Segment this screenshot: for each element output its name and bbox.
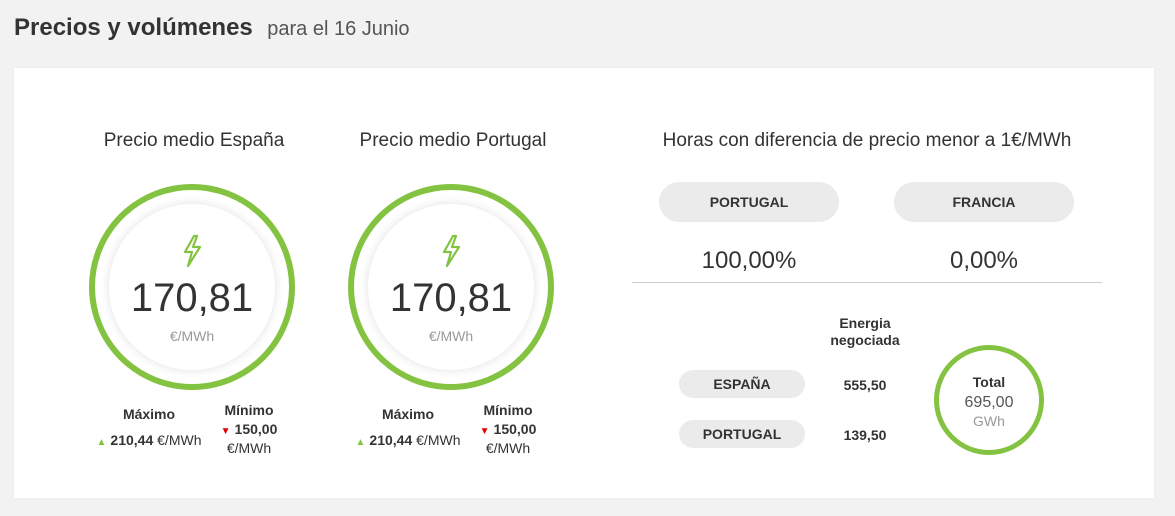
portugal-min: Mínimo ▼ 150,00 €/MWh xyxy=(473,402,543,456)
page-header: Precios y volúmenes para el 16 Junio xyxy=(14,14,410,42)
total-ring: Total 695,00 GWh xyxy=(934,345,1044,455)
lightning-bolt-icon xyxy=(183,234,202,268)
triangle-down-icon: ▼ xyxy=(479,426,490,437)
spain-max-value: 210,44 xyxy=(110,432,154,448)
spain-price-title: Precio medio España xyxy=(103,130,285,151)
spain-max: Máximo ▲ 210,44 €/MWh xyxy=(74,406,224,451)
portugal-price-value: 170,81 xyxy=(389,276,513,320)
energy-value-portugal: 139,50 xyxy=(843,427,887,443)
prices-card: Precio medio España 170,81 €/MWh Máximo … xyxy=(14,68,1154,498)
triangle-up-icon: ▲ xyxy=(355,437,366,448)
energy-header: Energia negociada xyxy=(830,315,900,348)
energy-value-espana: 555,50 xyxy=(843,377,887,393)
portugal-price-unit: €/MWh xyxy=(428,328,474,344)
lightning-bolt-icon xyxy=(442,234,461,268)
portugal-max-value: 210,44 xyxy=(369,432,413,448)
spain-max-unit: €/MWh xyxy=(157,432,202,448)
spain-max-line: ▲ 210,44 €/MWh xyxy=(74,432,224,451)
spain-min-line: ▼ 150,00 xyxy=(214,421,284,440)
portugal-price-ring-inner: 170,81 €/MWh xyxy=(368,204,534,370)
page-title: Precios y volúmenes xyxy=(14,14,253,41)
spain-price-ring: 170,81 €/MWh xyxy=(89,184,295,390)
portugal-max-line: ▲ 210,44 €/MWh xyxy=(333,432,483,451)
portugal-min-label: Mínimo xyxy=(483,402,533,418)
page-subtitle: para el 16 Junio xyxy=(267,18,410,40)
divider xyxy=(632,282,1102,283)
spain-max-label: Máximo xyxy=(122,406,176,422)
portugal-max-label: Máximo xyxy=(381,406,435,422)
total-value: 695,00 xyxy=(964,394,1014,411)
francia-percentage: 0,00% xyxy=(949,247,1019,274)
spain-min: Mínimo ▼ 150,00 €/MWh xyxy=(214,402,284,456)
spain-price-value: 170,81 xyxy=(130,276,254,320)
portugal-percentage: 100,00% xyxy=(701,247,797,274)
portugal-min-unit: €/MWh xyxy=(485,440,531,456)
portugal-price-title: Precio medio Portugal xyxy=(359,130,547,151)
pill-francia: FRANCIA xyxy=(894,182,1074,222)
pill-portugal: PORTUGAL xyxy=(659,182,839,222)
pill-portugal-energy: PORTUGAL xyxy=(679,420,805,448)
price-diff-title: Horas con diferencia de precio menor a 1… xyxy=(662,130,1072,151)
portugal-min-line: ▼ 150,00 xyxy=(473,421,543,440)
portugal-price-ring: 170,81 €/MWh xyxy=(348,184,554,390)
total-unit: GWh xyxy=(973,413,1005,429)
pill-espana: ESPAÑA xyxy=(679,370,805,398)
spain-min-unit: €/MWh xyxy=(226,440,272,456)
portugal-max-unit: €/MWh xyxy=(416,432,461,448)
total-label: Total xyxy=(972,374,1006,390)
spain-price-unit: €/MWh xyxy=(169,328,215,344)
triangle-down-icon: ▼ xyxy=(220,426,231,437)
portugal-max: Máximo ▲ 210,44 €/MWh xyxy=(333,406,483,451)
spain-min-label: Mínimo xyxy=(224,402,274,418)
triangle-up-icon: ▲ xyxy=(96,437,107,448)
spain-price-ring-inner: 170,81 €/MWh xyxy=(109,204,275,370)
spain-min-value: 150,00 xyxy=(234,421,278,437)
portugal-min-value: 150,00 xyxy=(493,421,537,437)
